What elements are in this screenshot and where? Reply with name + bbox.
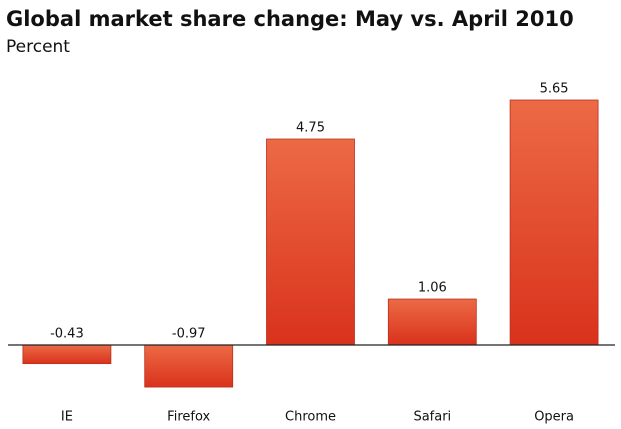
x-tick-label: IE xyxy=(61,410,73,425)
value-label: -0.97 xyxy=(172,327,206,342)
value-label: 1.06 xyxy=(418,281,447,296)
x-tick-label: Opera xyxy=(534,410,574,425)
bar xyxy=(144,344,234,388)
chart-title: Global market share change: May vs. Apri… xyxy=(6,7,574,31)
bar xyxy=(266,138,355,346)
bar xyxy=(387,298,477,346)
value-label: 5.65 xyxy=(540,82,569,97)
value-label: -0.43 xyxy=(50,327,84,342)
bar xyxy=(22,344,112,365)
chart-subtitle: Percent xyxy=(6,37,70,57)
bar xyxy=(509,99,599,346)
x-tick-label: Chrome xyxy=(285,410,336,425)
x-tick-label: Firefox xyxy=(167,410,210,425)
bars xyxy=(22,99,599,388)
value-label: 4.75 xyxy=(296,121,325,136)
x-tick-label: Safari xyxy=(413,410,451,425)
